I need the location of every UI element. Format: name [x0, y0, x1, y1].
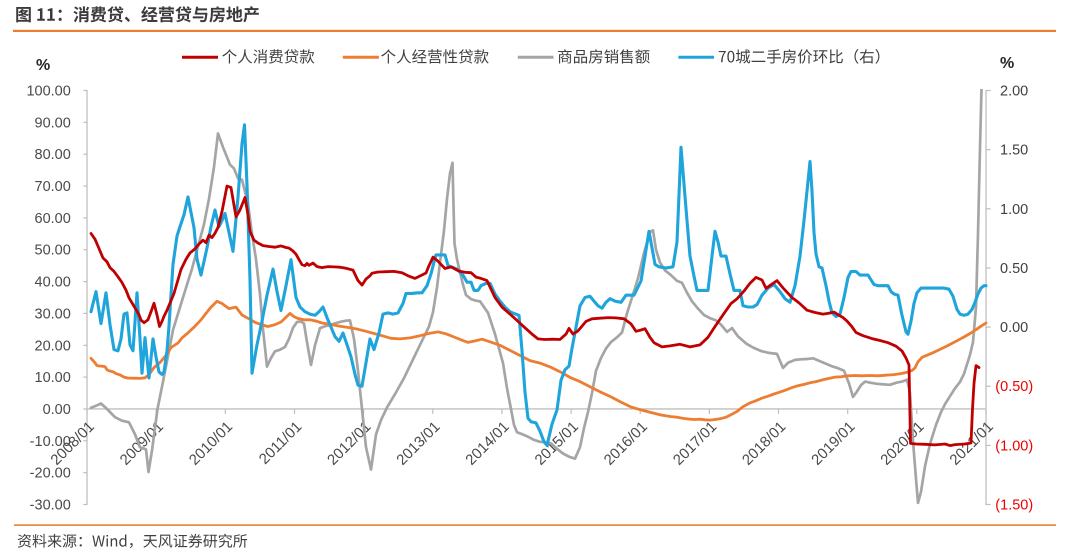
svg-text:50.00: 50.00 — [35, 243, 71, 259]
svg-text:1.50: 1.50 — [1000, 143, 1028, 159]
svg-text:90.00: 90.00 — [35, 115, 71, 131]
svg-text:(0.50): (0.50) — [995, 379, 1033, 395]
svg-text:100.00: 100.00 — [26, 84, 70, 100]
svg-text:2.00: 2.00 — [1000, 84, 1028, 100]
svg-text:(1.00): (1.00) — [995, 438, 1033, 454]
svg-text:%: % — [1000, 55, 1014, 72]
svg-text:40.00: 40.00 — [35, 275, 71, 291]
svg-text:%: % — [36, 57, 50, 74]
svg-text:30.00: 30.00 — [35, 306, 71, 322]
svg-text:0.00: 0.00 — [1000, 320, 1028, 336]
svg-text:80.00: 80.00 — [35, 147, 71, 163]
svg-text:10.00: 10.00 — [35, 370, 71, 386]
svg-text:0.50: 0.50 — [1000, 261, 1028, 277]
svg-text:60.00: 60.00 — [35, 211, 71, 227]
svg-text:0.00: 0.00 — [43, 402, 71, 418]
svg-text:1.00: 1.00 — [1000, 202, 1028, 218]
svg-text:20.00: 20.00 — [35, 338, 71, 354]
svg-text:70.00: 70.00 — [35, 179, 71, 195]
svg-text:-30.00: -30.00 — [30, 498, 71, 514]
svg-text:-10.00: -10.00 — [30, 434, 71, 450]
svg-text:-20.00: -20.00 — [30, 466, 71, 482]
svg-text:(1.50): (1.50) — [995, 498, 1033, 514]
